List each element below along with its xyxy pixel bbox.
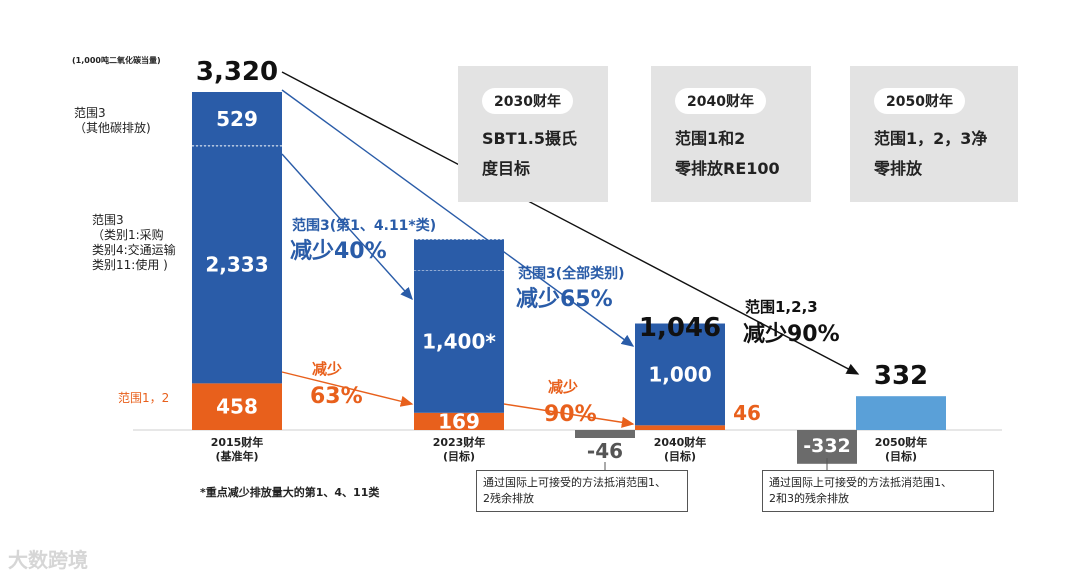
milestone-2040-year: 2040财年 xyxy=(675,88,766,114)
legend-scope12: 范围1，2 xyxy=(118,391,169,405)
offset-note-2050: 通过国际上可接受的方法抵消范围1、 2和3的残余排放 xyxy=(762,470,994,512)
trend-line-scope3-all xyxy=(281,89,635,347)
total-2015: 3,320 xyxy=(196,57,278,87)
milestone-2050: 2050财年 范围1，2，3净 零排放 xyxy=(850,66,1018,202)
footnote: *重点减少排放量大的第1、4、11类 xyxy=(200,486,380,499)
x-tick-1: 2023财年 xyxy=(433,435,486,449)
milestone-2030-text: SBT1.5摄氏 度目标 xyxy=(482,129,577,178)
bar-2015-scope3-other xyxy=(192,92,282,146)
bar-2015-scope3-categories xyxy=(192,145,282,384)
bar-2040-scope3 xyxy=(635,323,725,426)
unit-label: (1,000吨二氧化碳当量) xyxy=(72,55,161,65)
label-2015-scope3-other: 529 xyxy=(216,107,258,131)
trend-line-scope12-b xyxy=(503,403,635,428)
x-tick-0: 2015财年 xyxy=(211,435,264,449)
anno-scope3-categories-value: 减少40% xyxy=(290,238,387,264)
x-tick-2: 2040财年 xyxy=(654,435,707,449)
label-2023-scope12: 169 xyxy=(438,409,480,433)
label-2040-scope12: 46 xyxy=(733,401,761,425)
milestone-2030-year: 2030财年 xyxy=(482,88,573,114)
bar-2023-scope3-removed xyxy=(414,239,504,271)
milestone-2040-text: 范围1和2 零排放RE100 xyxy=(675,129,780,178)
legend-scope3-categories: 范围3 （类别1:采购类别4:交通运输类别11:使用 ) xyxy=(92,213,176,272)
legend-scope3-other: 范围3 （其他碳排放) xyxy=(74,106,151,135)
label-2040-scope3: 1,000 xyxy=(648,362,711,386)
x-tick-sub-3: (目标) xyxy=(885,449,917,463)
anno-scope12-a-title: 减少 xyxy=(312,360,342,378)
bar-2023-scope12 xyxy=(414,412,504,430)
offset-label-2050: -332 xyxy=(803,435,851,457)
anno-scope123-title: 范围1,2,3 xyxy=(745,298,818,316)
offset-bar-2040 xyxy=(575,430,635,438)
trend-line-scope123 xyxy=(281,71,860,375)
trend-line-scope3-categories xyxy=(281,153,413,301)
total-2040: 1,046 xyxy=(639,313,721,343)
label-2015-scope3-categories: 2,333 xyxy=(205,253,268,277)
milestone-2040: 2040财年 范围1和2 零排放RE100 xyxy=(651,66,811,202)
label-2015-scope12: 458 xyxy=(216,395,258,419)
anno-scope3-all-value: 减少65% xyxy=(516,286,613,312)
watermark-logo: 大数跨境 xyxy=(8,548,88,572)
x-tick-3: 2050财年 xyxy=(875,435,928,449)
x-tick-sub-0: (基准年) xyxy=(215,449,258,463)
anno-scope123-value: 减少90% xyxy=(743,321,840,347)
total-2050: 332 xyxy=(874,361,928,391)
offset-note-2040: 通过国际上可接受的方法抵消范围1、 2残余排放 xyxy=(476,470,688,512)
bar-2015-scope12 xyxy=(192,383,282,430)
bar-2023-scope3 xyxy=(414,270,504,413)
bar-2050-total xyxy=(856,396,946,430)
label-2023-scope3: 1,400* xyxy=(422,330,496,354)
milestone-2030: 2030财年 SBT1.5摄氏 度目标 xyxy=(458,66,608,202)
anno-scope12-b-title: 减少 xyxy=(548,378,578,396)
x-tick-sub-2: (目标) xyxy=(664,449,696,463)
offset-label-2040: -46 xyxy=(587,439,623,463)
anno-scope12-b-value: 90% xyxy=(544,402,597,427)
anno-scope3-all-title: 范围3(全部类别) xyxy=(518,265,625,282)
trend-line-scope12-a xyxy=(281,371,414,407)
milestone-2050-text: 范围1，2，3净 零排放 xyxy=(874,129,988,178)
anno-scope12-a-value: 63% xyxy=(310,384,363,409)
bar-2040-scope12 xyxy=(635,425,725,430)
x-tick-sub-1: (目标) xyxy=(443,449,475,463)
milestone-2050-year: 2050财年 xyxy=(874,88,965,114)
anno-scope3-categories-title: 范围3(第1、4.11*类) xyxy=(292,217,436,234)
